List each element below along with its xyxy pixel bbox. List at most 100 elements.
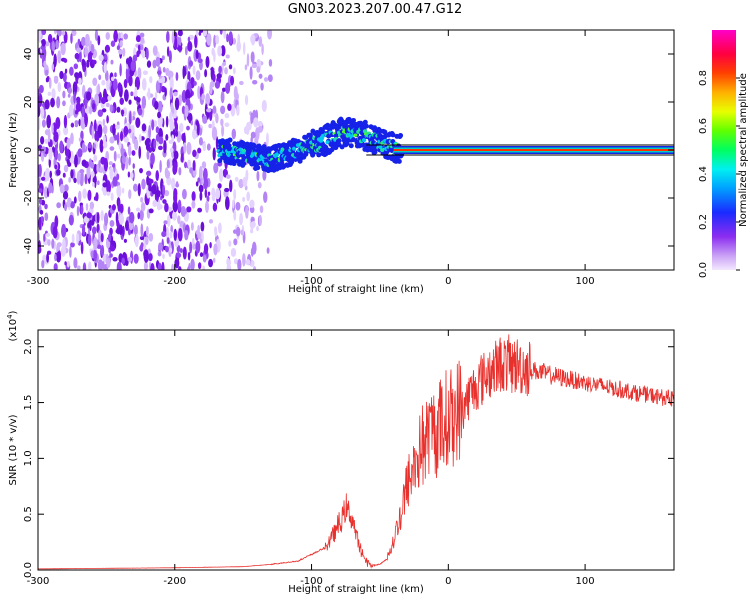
noise-blob [40, 106, 45, 119]
noise-blob [190, 258, 195, 270]
signal-core [361, 138, 367, 143]
noise-blob [118, 224, 123, 236]
signal-blob [336, 138, 342, 144]
noise-blob [88, 106, 93, 115]
noise-blob [100, 244, 105, 257]
noise-blob [118, 32, 121, 39]
noise-blob [109, 219, 115, 227]
noise-blob [102, 103, 105, 108]
noise-blob [46, 114, 52, 129]
colorbar-tick-label: 0.0 [698, 262, 709, 278]
noise-blob [148, 208, 154, 214]
noise-blob [139, 168, 143, 174]
noise-blob [109, 166, 114, 180]
noise-blob [44, 99, 50, 110]
noise-blob [233, 209, 237, 221]
noise-blob [106, 257, 111, 269]
noise-blob [112, 176, 118, 187]
noise-blob [84, 173, 88, 185]
noise-blob [87, 189, 92, 201]
noise-blob [177, 30, 183, 37]
noise-blob [208, 123, 213, 129]
noise-blob [168, 70, 174, 78]
noise-blob [110, 76, 115, 82]
noise-blob [183, 161, 188, 169]
noise-blob [109, 146, 115, 151]
noise-blob [162, 184, 166, 196]
noise-blob [73, 196, 77, 204]
noise-blob [48, 77, 52, 89]
noise-blob [45, 167, 51, 182]
noise-blob [81, 106, 85, 118]
noise-blob [261, 99, 267, 112]
noise-blob [78, 137, 82, 142]
noise-blob [87, 142, 92, 149]
noise-blob [54, 148, 59, 161]
noise-blob [157, 251, 162, 257]
noise-blob [133, 224, 138, 236]
noise-blob [74, 72, 80, 79]
noise-blob [258, 214, 262, 226]
noise-blob [125, 155, 129, 170]
noise-blob [99, 166, 104, 174]
noise-blob [155, 56, 161, 67]
noise-blob [116, 106, 121, 113]
noise-blob [201, 161, 207, 169]
noise-blob [63, 184, 69, 192]
noise-blob [128, 221, 134, 231]
noise-blob [220, 118, 224, 127]
noise-blob [71, 30, 77, 37]
noise-blob [224, 67, 228, 75]
signal-blob [362, 119, 368, 125]
noise-blob [242, 176, 248, 188]
noise-blob [51, 146, 55, 153]
noise-blob [137, 107, 143, 116]
noise-blob [163, 140, 167, 154]
noise-blob [150, 152, 155, 165]
noise-blob [205, 93, 211, 106]
noise-blob [211, 187, 216, 198]
noise-blob [54, 253, 57, 262]
noise-blob [195, 230, 200, 235]
noise-blob [245, 122, 250, 136]
noise-blob [236, 41, 241, 52]
noise-blob [128, 189, 132, 200]
noise-blob [93, 196, 97, 201]
noise-blob [174, 258, 180, 269]
noise-blob [63, 164, 69, 173]
noise-blob [267, 74, 273, 83]
noise-blob [212, 73, 216, 82]
noise-blob [102, 140, 108, 149]
noise-blob [226, 257, 231, 267]
noise-blob [115, 124, 120, 130]
noise-blob [104, 44, 111, 53]
snr-y-tick-label: 0.5 [23, 506, 34, 522]
noise-blob [175, 183, 180, 188]
noise-blob [114, 72, 117, 78]
snr-y-multiplier: (x104) [6, 310, 19, 341]
noise-blob [268, 58, 273, 67]
noise-blob [53, 131, 59, 143]
noise-blob [165, 245, 169, 253]
noise-blob [62, 172, 66, 178]
noise-blob [106, 191, 111, 196]
noise-blob [119, 63, 122, 77]
noise-blob [50, 97, 55, 108]
noise-blob [180, 153, 184, 163]
signal-blob [217, 158, 223, 164]
noise-blob [97, 259, 104, 270]
noise-blob [116, 173, 120, 181]
noise-blob [173, 191, 178, 205]
noise-blob [93, 154, 98, 162]
noise-blob [252, 265, 257, 270]
noise-blob [230, 247, 237, 257]
noise-blob [164, 87, 167, 97]
noise-blob [116, 45, 121, 51]
noise-blob [112, 123, 116, 137]
noise-blob [69, 66, 74, 76]
noise-blob [187, 40, 193, 52]
noise-blob [162, 199, 167, 204]
noise-blob [192, 149, 197, 158]
noise-blob [147, 87, 151, 101]
noise-blob [197, 85, 201, 100]
